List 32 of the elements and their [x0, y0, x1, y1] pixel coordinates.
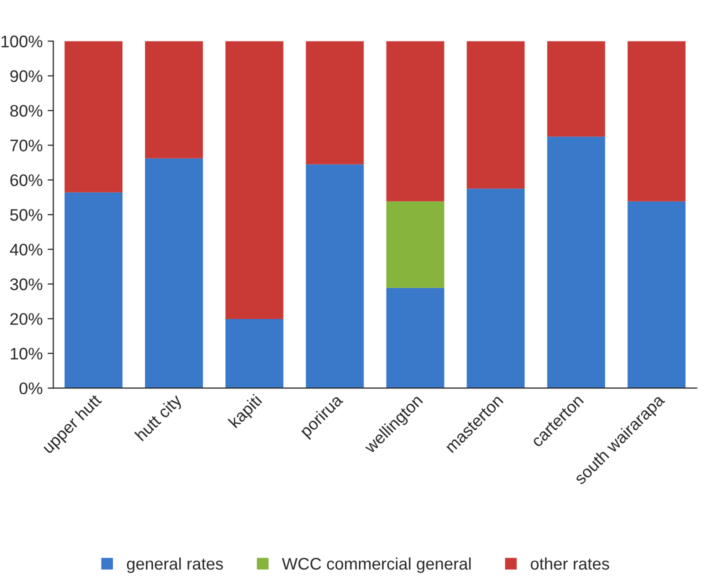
bar [225, 319, 284, 388]
bar [466, 41, 525, 189]
bar [628, 201, 686, 388]
y-tick-label: 10% [10, 348, 42, 360]
bar [64, 192, 122, 388]
y-tick-label: 60% [10, 174, 42, 186]
bar [225, 41, 284, 320]
y-tick-label: 90% [10, 70, 42, 82]
bar [466, 188, 525, 388]
legend-label: general rates [126, 557, 223, 573]
bar [145, 158, 203, 388]
bar [547, 136, 606, 388]
y-tick-label: 100% [2, 36, 42, 48]
y-tick-label: 50% [10, 209, 42, 221]
bar [64, 41, 122, 192]
legend-label: WCC commercial general [282, 557, 471, 573]
bar [386, 288, 444, 388]
x-tick-label: hutt city [134, 392, 185, 444]
y-tick-label: 80% [10, 104, 42, 117]
bar [145, 41, 203, 158]
y-tick-label: 40% [10, 244, 42, 256]
bar [386, 201, 444, 288]
bar [306, 41, 364, 164]
y-tick-label: 0% [19, 382, 42, 394]
y-tick-label: 20% [10, 313, 42, 325]
bar [628, 41, 686, 202]
bar [547, 41, 606, 137]
y-tick-label: 70% [10, 140, 42, 152]
bar [386, 41, 444, 202]
legend-label: other rates [530, 557, 610, 570]
bar [306, 164, 364, 388]
y-tick-label: 30% [10, 278, 42, 290]
